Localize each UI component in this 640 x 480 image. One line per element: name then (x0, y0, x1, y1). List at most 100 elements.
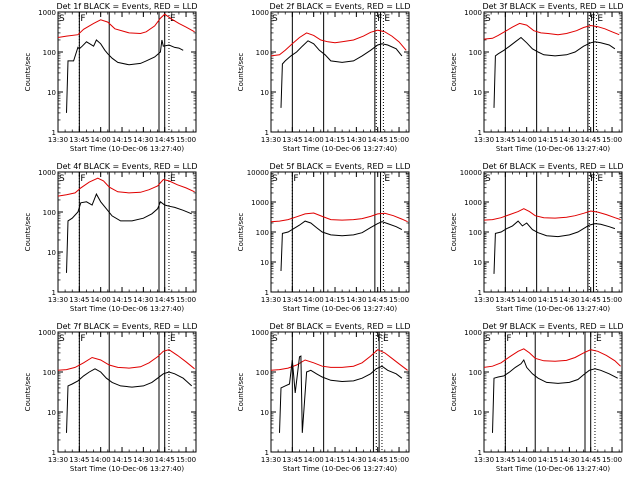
lld-rate-line (57, 13, 195, 38)
y-axis-title: Counts/sec (450, 53, 458, 92)
y-tick-label: 10 (473, 259, 482, 267)
x-axis-title: Start Time (10-Dec-06 13:27:40) (496, 305, 610, 313)
x-tick-label: 14:45 (155, 136, 175, 144)
x-tick-label: 13:30 (474, 456, 494, 464)
y-tick-label: 1000 (251, 9, 269, 17)
x-tick-label: 15:00 (602, 296, 622, 304)
y-tick-label: 10 (260, 409, 269, 417)
lld-rate-line (57, 177, 195, 197)
x-tick-label: 14:45 (155, 296, 175, 304)
y-axis-title: Counts/sec (450, 213, 458, 252)
y-tick-label: 1 (478, 449, 482, 457)
y-tick-label: 10 (473, 409, 482, 417)
y-axis-title: Counts/sec (450, 373, 458, 412)
y-tick-label: 10 (260, 89, 269, 97)
chart-title: Det 4f BLACK = Events, RED = LLD (56, 162, 197, 171)
events-rate-line (66, 39, 184, 113)
marker-label: F (506, 334, 511, 344)
x-tick-label: 13:45 (282, 136, 302, 144)
y-tick-label: 1000 (251, 199, 269, 207)
marker-label: F (293, 174, 298, 184)
x-tick-label: 13:30 (474, 296, 494, 304)
x-tick-label: 14:45 (368, 456, 388, 464)
y-tick-label: 1000 (464, 199, 482, 207)
lld-rate-line (57, 349, 195, 371)
y-tick-label: 10 (47, 249, 56, 257)
x-axis-title: Start Time (10-Dec-06 13:27:40) (496, 145, 610, 153)
x-tick-label: 15:00 (389, 456, 409, 464)
marker-label: S (272, 334, 278, 344)
events-rate-line (280, 40, 403, 108)
marker-label: E (597, 14, 603, 24)
x-tick-label: 14:15 (538, 456, 558, 464)
chart-title: Det 2f BLACK = Events, RED = LLD (269, 2, 410, 11)
marker-label: E (170, 174, 176, 184)
events-rate-line (493, 220, 616, 274)
y-tick-label: 1 (52, 129, 56, 137)
y-tick-label: 10000 (460, 169, 482, 177)
marker-label: S (485, 334, 491, 344)
events-rate-line (66, 192, 192, 273)
y-tick-label: 1 (478, 289, 482, 297)
x-tick-label: 13:45 (495, 456, 515, 464)
y-axis-title: Counts/sec (237, 53, 245, 92)
marker-label: S (272, 174, 278, 184)
x-tick-label: 14:45 (368, 296, 388, 304)
x-tick-label: 14:15 (112, 456, 132, 464)
marker-label: S (485, 174, 491, 184)
chart-panel: Det 8f BLACK = Events, RED = LLD 1 10 100 10… (237, 322, 411, 473)
y-tick-label: 100 (469, 49, 482, 57)
lld-rate-line (270, 349, 408, 371)
marker-label: F (80, 334, 85, 344)
marker-label: S (59, 174, 65, 184)
x-tick-label: 13:30 (48, 296, 68, 304)
y-tick-label: 1 (265, 129, 269, 137)
y-tick-label: 100 (469, 369, 482, 377)
y-tick-label: 100 (256, 49, 269, 57)
x-axis-title: Start Time (10-Dec-06 13:27:40) (283, 465, 397, 473)
x-tick-label: 14:15 (325, 456, 345, 464)
plot-frame (270, 11, 410, 133)
x-axis-title: Start Time (10-Dec-06 13:27:40) (70, 465, 184, 473)
events-rate-line (66, 368, 193, 433)
y-axis-title: Counts/sec (237, 213, 245, 252)
chart-panel: Det 3f BLACK = Events, RED = LLD 1 10 100 10… (450, 2, 624, 153)
lld-rate-line (270, 29, 407, 57)
x-axis-title: Start Time (10-Dec-06 13:27:40) (496, 465, 610, 473)
marker-label: E (596, 334, 602, 344)
x-tick-label: 13:30 (261, 456, 281, 464)
x-tick-label: 14:30 (346, 296, 366, 304)
x-tick-label: 14:30 (133, 136, 153, 144)
x-axis-title: Start Time (10-Dec-06 13:27:40) (283, 305, 397, 313)
x-tick-label: 14:45 (581, 136, 601, 144)
x-tick-label: 14:00 (517, 296, 537, 304)
x-tick-label: 13:30 (48, 136, 68, 144)
y-tick-label: 1000 (464, 329, 482, 337)
x-tick-label: 14:30 (346, 136, 366, 144)
chart-panel: Det 7f BLACK = Events, RED = LLD 1 10 100 10… (24, 322, 198, 473)
marker-label: E (384, 174, 390, 184)
x-tick-label: 13:30 (261, 296, 281, 304)
y-tick-label: 1000 (464, 9, 482, 17)
lld-rate-line (483, 208, 621, 221)
y-tick-label: 100 (43, 369, 56, 377)
x-tick-label: 13:45 (282, 456, 302, 464)
plot-frame (270, 171, 410, 293)
y-tick-label: 1000 (38, 9, 56, 17)
marker-label: E (383, 334, 389, 344)
x-tick-label: 14:30 (559, 296, 579, 304)
x-tick-label: 14:15 (112, 296, 132, 304)
marker-label: S (59, 14, 65, 24)
chart-title: Det 6f BLACK = Events, RED = LLD (482, 162, 623, 171)
events-rate-line (279, 355, 403, 433)
y-tick-label: 100 (43, 209, 56, 217)
y-axis-title: Counts/sec (24, 53, 32, 92)
lld-rate-line (483, 348, 621, 368)
x-tick-label: 14:00 (517, 136, 537, 144)
x-tick-label: 14:00 (91, 136, 111, 144)
plot-frame (483, 331, 623, 453)
chart-title: Det 9f BLACK = Events, RED = LLD (482, 322, 623, 331)
y-tick-label: 10 (260, 259, 269, 267)
chart-title: Det 7f BLACK = Events, RED = LLD (56, 322, 197, 331)
